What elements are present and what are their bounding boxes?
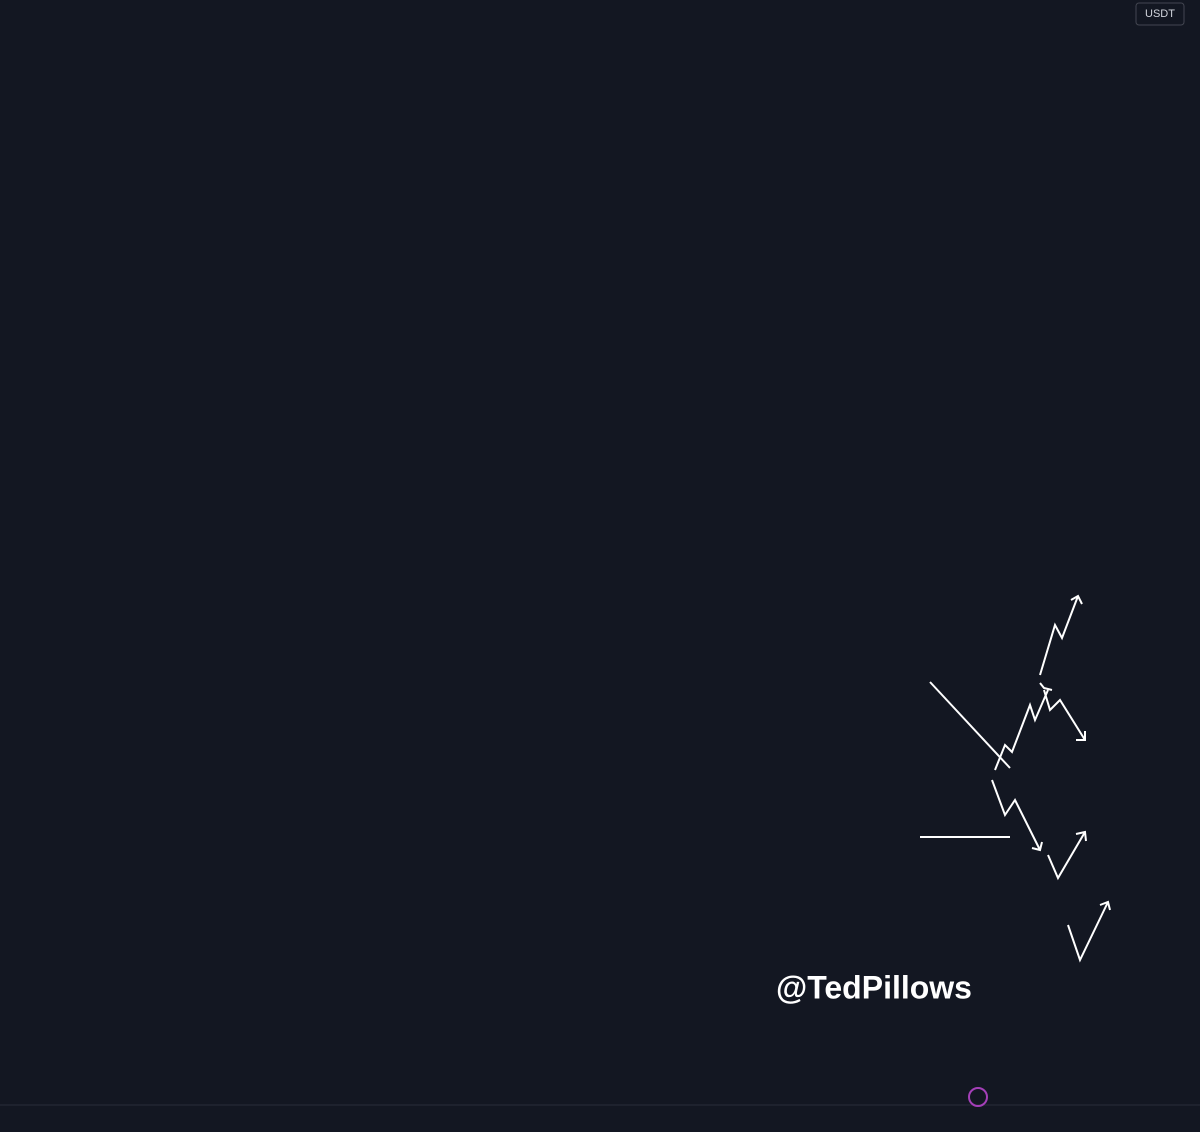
trend-line (929, 681, 1011, 769)
arrow-path (1039, 595, 1079, 676)
arrow-path (1047, 831, 1086, 881)
arrow-head (1075, 830, 1087, 842)
currency-button[interactable] (1135, 2, 1185, 26)
arrow-path (1067, 901, 1109, 963)
currency[interactable]: USDT (1145, 8, 1175, 20)
arrow-head (1099, 900, 1111, 911)
arrow-path (994, 689, 1049, 771)
arrow-head (1039, 682, 1053, 691)
icon[interactable] (968, 1087, 988, 1107)
arrow-path (991, 779, 1041, 851)
price-axis (1132, 0, 1200, 1105)
drawings (920, 594, 1111, 963)
arrow-head (1070, 594, 1083, 605)
arrow-head (1076, 731, 1086, 741)
arrow-head (1031, 841, 1043, 852)
arrow-path (1043, 689, 1086, 741)
watermark: @TedPillows (776, 969, 972, 1005)
